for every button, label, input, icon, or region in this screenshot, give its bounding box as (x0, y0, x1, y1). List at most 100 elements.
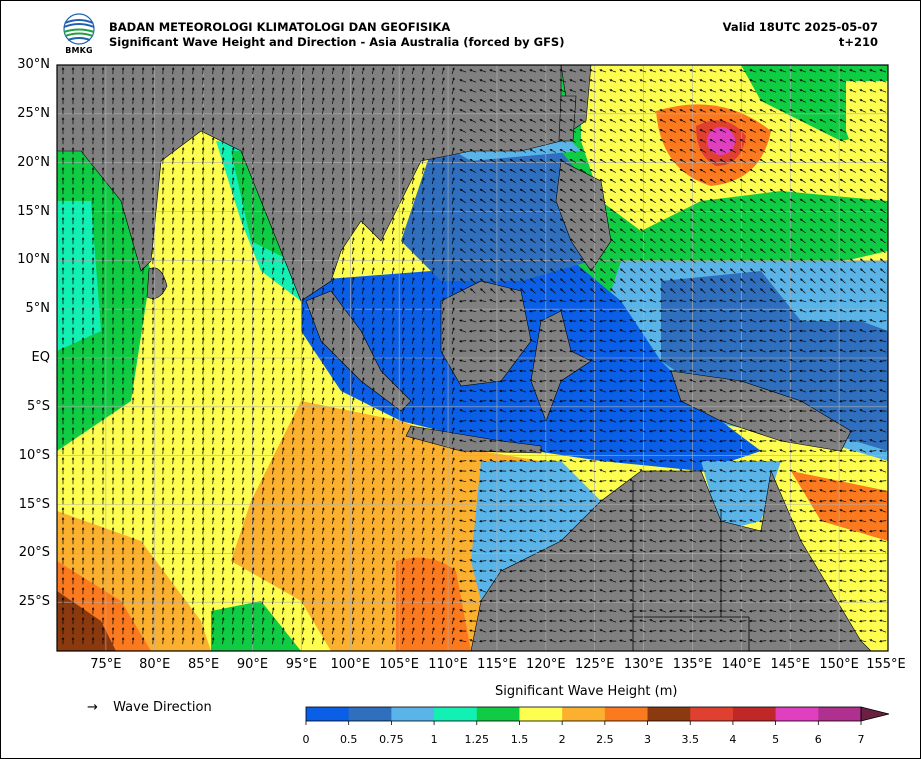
wave-arrow (241, 107, 245, 115)
wave-arrow (569, 79, 577, 83)
wave-arrow (649, 238, 656, 244)
wave-arrow (759, 198, 766, 204)
wave-arrow (181, 137, 185, 145)
wave-arrow (639, 159, 646, 163)
wave-arrow (181, 97, 185, 105)
wave-arrow (669, 69, 677, 73)
wave-direction-legend: → Wave Direction (87, 700, 212, 715)
wave-arrow (262, 117, 265, 125)
wave-arrow (579, 178, 586, 183)
wave-arrow (381, 97, 385, 105)
wave-arrow (411, 197, 415, 205)
wave-arrow (869, 248, 876, 254)
wave-arrow (599, 238, 606, 244)
wave-arrow (679, 129, 687, 133)
wave-arrow (849, 129, 857, 133)
wave-arrow (879, 198, 886, 204)
wave-arrow (549, 79, 557, 83)
wave-arrow (619, 129, 627, 133)
wave-arrow (71, 157, 75, 165)
wave-arrow (131, 87, 135, 95)
wave-arrow (799, 188, 806, 193)
wave-arrow (769, 79, 777, 83)
wave-arrow (709, 178, 716, 183)
wave-arrow (579, 238, 586, 244)
wave-arrow (201, 127, 205, 135)
land-borneo (440, 280, 532, 387)
wave-arrow (361, 197, 365, 205)
wave-arrow (411, 67, 415, 75)
wave-arrow (282, 127, 285, 135)
wave-arrow (171, 167, 175, 175)
wave-arrow (431, 67, 435, 75)
wave-arrow (879, 208, 886, 214)
wave-arrow (292, 127, 295, 135)
wave-arrow (629, 149, 636, 153)
wave-arrow (499, 198, 506, 204)
wave-arrow (191, 237, 195, 245)
wave-arrow (459, 159, 466, 163)
wave-arrow (669, 208, 676, 214)
wave-arrow (709, 248, 716, 254)
wave-arrow (539, 248, 546, 254)
wave-arrow (829, 79, 837, 83)
wave-zone-pacific-ne-yellow (846, 81, 888, 181)
wave-arrow (81, 87, 85, 95)
wave-arrow (799, 169, 806, 173)
wave-arrow (101, 177, 105, 185)
wave-arrow (411, 147, 415, 155)
wave-arrow (629, 119, 637, 123)
wave-arrow (699, 69, 707, 73)
wave-arrow (649, 169, 656, 173)
wave-arrow (292, 137, 295, 145)
wave-arrow (241, 227, 245, 235)
wave-arrow (381, 157, 385, 165)
wave-arrow (201, 207, 205, 215)
wave-direction-arrows (61, 67, 887, 645)
wave-arrow (869, 208, 876, 214)
wave-arrow (569, 228, 576, 234)
wave-arrow (599, 69, 607, 73)
wave-arrow (539, 188, 546, 193)
wave-arrow (469, 119, 477, 123)
wave-arrow (262, 247, 265, 255)
wave-arrow (431, 117, 435, 125)
wave-arrow (469, 139, 476, 143)
wave-arrow (111, 157, 115, 165)
wave-arrow (101, 147, 105, 155)
wave-arrow (509, 159, 516, 163)
wave-arrow (101, 217, 105, 225)
wave-arrow (401, 237, 405, 245)
wave-arrow (689, 238, 696, 244)
wave-arrow (361, 107, 365, 115)
wave-arrow (302, 167, 305, 175)
wave-arrow (539, 149, 546, 153)
wave-arrow (431, 207, 435, 215)
wave-arrow (879, 218, 886, 224)
wave-arrow (709, 119, 717, 123)
wave-arrow (191, 137, 195, 145)
wave-arrow (171, 177, 175, 185)
wave-arrow (71, 167, 75, 175)
wave-arrow (789, 188, 796, 193)
wave-arrow (312, 157, 315, 165)
wave-arrow (421, 247, 425, 255)
land-sumatra (305, 290, 412, 412)
wave-arrow (111, 87, 115, 95)
wave-arrow (161, 157, 165, 165)
wave-arrow (441, 167, 445, 175)
wave-arrow (71, 257, 75, 265)
wave-arrow (131, 167, 135, 175)
wave-arrow (709, 99, 717, 103)
wave-arrow (272, 187, 275, 195)
wave-arrow (251, 67, 255, 75)
wave-arrow (629, 69, 637, 73)
wave-arrow (262, 187, 265, 195)
wave-arrow (151, 157, 155, 165)
wave-arrow (161, 87, 165, 95)
wave-arrow (221, 227, 225, 235)
wave-arrow (549, 228, 556, 234)
wave-arrow (759, 79, 767, 83)
wave-arrow (549, 188, 556, 193)
wave-arrow (451, 157, 455, 165)
